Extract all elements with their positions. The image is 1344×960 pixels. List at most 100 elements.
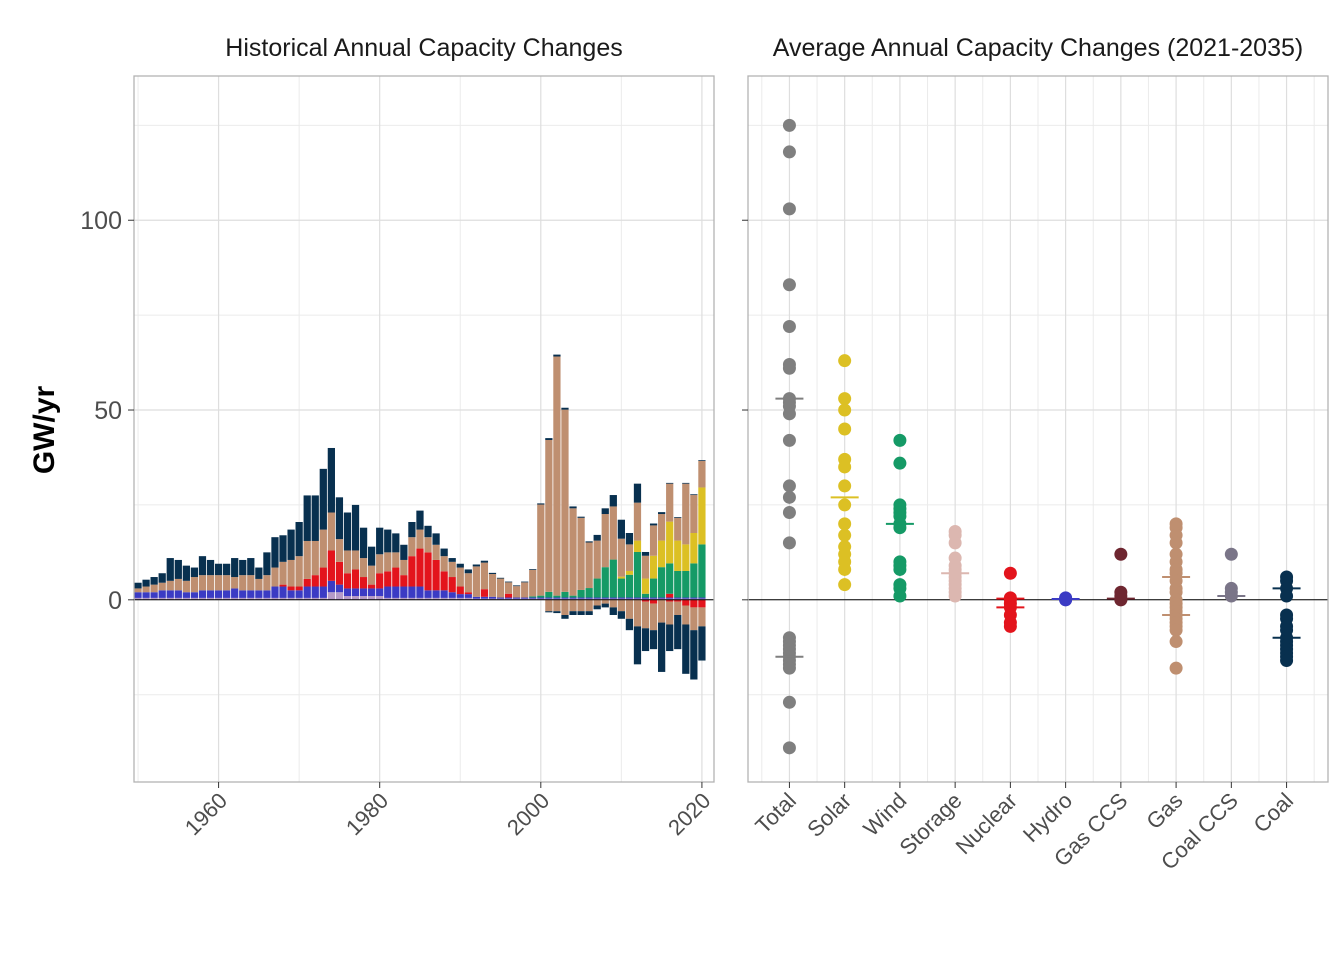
bar-coal	[424, 525, 432, 538]
bar-gas	[609, 599, 617, 608]
bar-hydro	[142, 592, 150, 598]
bar-nuclear	[666, 593, 674, 598]
bar-gas	[593, 599, 601, 606]
bar-other	[287, 597, 295, 600]
bar-gas	[223, 575, 231, 591]
bar-hydro	[569, 597, 577, 599]
projection-chart-title: Average Annual Capacity Changes (2021-20…	[773, 34, 1303, 62]
bar-nuclear	[416, 548, 424, 587]
bar-coal	[158, 573, 166, 583]
bar-coal	[649, 630, 658, 650]
bar-gas	[295, 556, 303, 587]
point-nuclear	[1003, 619, 1017, 633]
bar-coal	[641, 551, 650, 556]
bar-hydro	[359, 588, 368, 597]
point-total	[782, 695, 796, 709]
point-gas	[1169, 635, 1183, 649]
bar-other	[690, 598, 698, 600]
bar-other	[666, 598, 674, 600]
bar-hydro	[553, 597, 561, 599]
bar-solar	[641, 578, 650, 594]
bar-coal	[609, 495, 617, 507]
bar-coal	[690, 494, 698, 496]
bar-hydro	[271, 586, 279, 598]
bar-hydro	[690, 597, 698, 599]
bar-coal	[577, 611, 585, 615]
bar-nuclear	[448, 577, 456, 593]
bar-gas	[561, 599, 569, 615]
bar-gas	[641, 601, 650, 629]
bar-coal	[214, 563, 223, 576]
bar-nuclear	[649, 599, 658, 604]
bar-other	[206, 597, 215, 600]
bar-gas	[569, 599, 577, 612]
bar-nuclear	[666, 599, 674, 602]
bar-gas	[633, 599, 642, 627]
bar-coal	[488, 572, 497, 574]
bar-other	[311, 597, 319, 600]
bar-solar	[690, 533, 698, 564]
bar-gas	[392, 552, 400, 568]
bar-hydro	[480, 596, 489, 599]
bar-gas	[585, 599, 593, 612]
bar-gas	[617, 599, 625, 612]
bar-nuclear	[376, 573, 384, 589]
bar-gas	[577, 599, 585, 612]
point-solar	[838, 479, 852, 493]
bar-hydro	[368, 588, 376, 597]
bar-hydro	[416, 586, 424, 598]
bar-gas	[239, 575, 247, 591]
bar-nuclear	[311, 575, 319, 587]
bar-hydro	[150, 592, 158, 598]
bar-other	[521, 598, 529, 600]
bar-hydro	[641, 597, 650, 599]
bar-coal	[231, 558, 239, 578]
bar-other	[303, 597, 311, 600]
bar-coal	[400, 544, 408, 560]
bar-coal	[698, 460, 706, 461]
point-storage	[948, 589, 962, 603]
bar-other	[376, 596, 384, 600]
bar-other	[231, 597, 239, 600]
bar-gas	[609, 506, 617, 560]
bar-hydro	[174, 590, 182, 598]
bar-other	[214, 597, 223, 600]
bar-coal	[617, 611, 625, 619]
bar-hydro	[617, 597, 625, 599]
bar-coal	[577, 516, 585, 518]
bar-nuclear	[368, 584, 376, 589]
bar-solar	[666, 521, 674, 564]
bar-gas	[593, 540, 601, 579]
bar-gas	[625, 599, 634, 619]
bar-coal	[537, 503, 545, 505]
bar-coal	[384, 529, 392, 553]
bar-other	[166, 597, 174, 600]
bar-coal	[223, 563, 231, 576]
bar-coal	[166, 558, 174, 581]
bar-coal	[561, 407, 569, 410]
x-tick-label: 2020	[663, 788, 715, 840]
historical-plot-background	[134, 76, 714, 782]
bar-coal	[271, 537, 279, 568]
bar-other	[223, 597, 231, 600]
historical-bars	[134, 354, 706, 680]
bar-wind	[641, 593, 650, 598]
bar-wind	[529, 596, 537, 598]
bar-other	[513, 598, 521, 600]
bar-other	[658, 598, 666, 600]
bar-coal	[239, 559, 247, 576]
bar-coal	[206, 559, 215, 576]
bar-gas	[440, 556, 448, 572]
bar-other	[601, 598, 609, 600]
bar-other	[174, 597, 182, 600]
point-coal_ccs	[1224, 547, 1238, 561]
bar-hydro	[214, 590, 223, 598]
bar-gas	[504, 582, 513, 594]
bar-wind	[674, 570, 682, 598]
bar-other	[674, 598, 682, 600]
bar-coal	[174, 559, 182, 579]
bar-wind	[633, 551, 642, 598]
bar-other	[504, 598, 513, 600]
bar-hydro	[279, 586, 287, 598]
bar-coal	[247, 558, 255, 576]
